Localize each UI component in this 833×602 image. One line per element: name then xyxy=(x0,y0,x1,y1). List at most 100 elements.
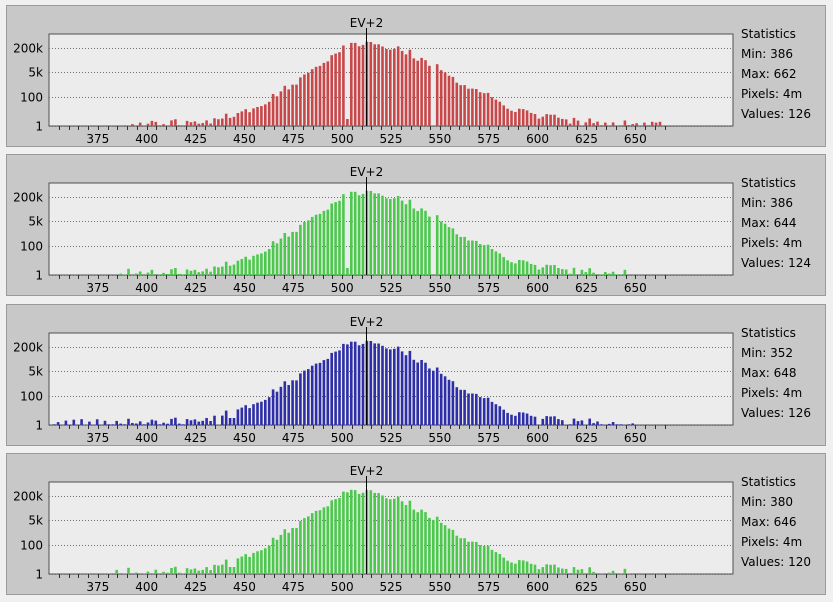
histogram-bar xyxy=(381,195,384,275)
histogram-bar xyxy=(154,121,158,126)
x-tick-label: 525 xyxy=(380,431,403,445)
x-tick-label: 375 xyxy=(86,132,109,146)
histogram-bar xyxy=(459,538,462,574)
histogram-bar xyxy=(525,110,529,126)
histogram-bar xyxy=(596,421,599,425)
histogram-bar xyxy=(103,420,107,425)
histogram-bar xyxy=(478,397,482,425)
histogram-bar xyxy=(447,75,451,126)
histogram-bar xyxy=(291,528,294,574)
histogram-bar xyxy=(553,265,556,275)
histogram-bar xyxy=(123,573,126,574)
histogram-bar xyxy=(205,120,208,126)
histogram-bar xyxy=(373,492,376,574)
histogram-bar xyxy=(389,349,392,425)
histogram-bar xyxy=(521,412,525,425)
histogram-bar xyxy=(533,416,537,425)
histogram-bar xyxy=(564,269,568,275)
histogram-bar xyxy=(115,420,118,425)
histogram-bar xyxy=(150,120,154,126)
y-tick-label: 5k xyxy=(28,365,43,379)
histogram-bar xyxy=(346,268,349,275)
histogram-bar xyxy=(381,345,384,425)
histogram-bar xyxy=(408,49,412,126)
histogram-bar xyxy=(619,125,623,126)
histogram-bar xyxy=(326,209,330,275)
histogram-bar xyxy=(154,420,158,425)
histogram-bar xyxy=(209,123,212,126)
histogram-bar xyxy=(412,208,416,275)
histogram-bar xyxy=(275,539,279,574)
histogram-bar xyxy=(584,272,588,275)
histogram-bar xyxy=(197,123,201,126)
histogram-bar xyxy=(506,560,509,574)
histogram-bar xyxy=(533,264,537,275)
histogram-bar xyxy=(291,231,294,275)
histogram-bar xyxy=(510,110,513,126)
histogram-bar xyxy=(396,346,400,425)
x-tick-label: 550 xyxy=(428,281,451,295)
histogram-bar xyxy=(459,85,462,126)
histogram-bar xyxy=(529,563,533,574)
histogram-bar xyxy=(185,568,189,574)
histogram-bar xyxy=(447,379,451,425)
histogram-bar xyxy=(557,117,560,126)
histogram-bar xyxy=(193,121,197,126)
histogram-bar xyxy=(252,404,255,425)
histogram-bar xyxy=(447,227,451,275)
histogram-bar xyxy=(514,263,517,275)
histogram-bar xyxy=(529,415,533,425)
histogram-bar xyxy=(568,123,572,126)
x-tick-label: 575 xyxy=(477,132,500,146)
x-tick-label: 525 xyxy=(380,132,403,146)
histogram-bar xyxy=(303,222,306,275)
x-tick-label: 525 xyxy=(380,580,403,594)
histogram-bar xyxy=(283,381,287,425)
x-tick-label: 650 xyxy=(624,281,647,295)
histogram-bar xyxy=(260,253,263,275)
y-tick-label: 200k xyxy=(13,341,43,355)
histogram-bar xyxy=(557,419,560,425)
histogram-bar xyxy=(510,262,513,275)
histogram-bar xyxy=(185,120,189,126)
histogram-bar xyxy=(267,101,271,126)
histogram-bar xyxy=(393,498,396,574)
histogram-bar xyxy=(455,82,459,126)
histogram-bar xyxy=(209,421,212,425)
x-tick-label: 375 xyxy=(86,281,109,295)
histogram-bar xyxy=(471,240,474,275)
histogram-bar xyxy=(150,419,154,425)
x-tick-label: 575 xyxy=(477,281,500,295)
histogram-bar xyxy=(267,545,271,574)
histogram-bar xyxy=(248,259,251,275)
histogram-bar xyxy=(244,109,247,126)
histogram-bar xyxy=(189,122,193,126)
histogram-bar xyxy=(650,121,654,126)
histogram-bar xyxy=(279,91,283,126)
histogram-bar xyxy=(256,107,259,126)
histogram-bar xyxy=(463,538,466,574)
histogram-bar xyxy=(537,269,541,275)
histogram-bar xyxy=(635,123,638,126)
histogram-bar xyxy=(283,233,287,275)
histogram-bar xyxy=(396,496,400,574)
y-tick-label: 100 xyxy=(20,240,43,254)
stat-min: Min: 380 xyxy=(741,495,794,509)
histogram-bar xyxy=(443,525,447,574)
histogram-bar xyxy=(564,119,568,126)
histogram-bar xyxy=(287,236,290,275)
histogram-bar xyxy=(228,567,232,574)
histogram-bar xyxy=(588,268,591,275)
histogram-bar xyxy=(478,92,482,126)
histogram-bar xyxy=(494,99,498,126)
histogram-bar xyxy=(236,260,240,275)
histogram-bar xyxy=(185,269,189,275)
histogram-bar xyxy=(643,122,646,126)
histogram-bar xyxy=(545,564,548,574)
y-tick-label: 200k xyxy=(13,42,43,56)
histogram-bar xyxy=(178,572,181,574)
histogram-bar xyxy=(623,269,627,275)
histogram-bar xyxy=(572,567,576,574)
histogram-bar xyxy=(279,534,283,574)
histogram-bar xyxy=(127,418,130,425)
